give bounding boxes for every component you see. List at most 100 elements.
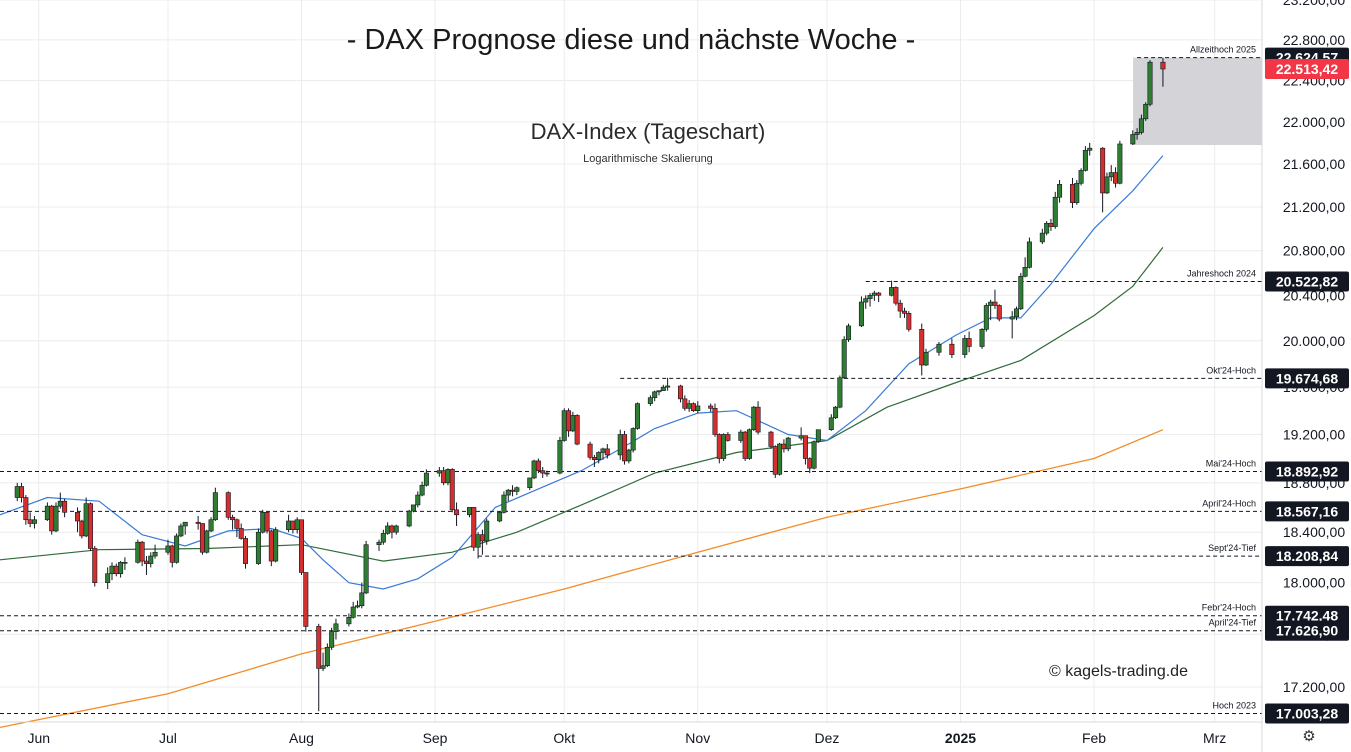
candle-body [510, 489, 516, 492]
y-tick-label: 20.800,00 [1283, 243, 1345, 259]
candle-body [652, 391, 658, 399]
candle-body [570, 415, 576, 432]
candles [14, 57, 1166, 712]
candle-body [87, 503, 93, 549]
candle-body [92, 548, 98, 583]
candle-body [566, 410, 572, 432]
candle-body [75, 512, 81, 522]
candle-body [690, 403, 696, 411]
level-name: April'24-Hoch [1202, 498, 1256, 508]
candle-body [811, 441, 817, 469]
candle-body [591, 457, 597, 461]
candle-body [484, 520, 490, 542]
x-tick-label: Okt [553, 730, 575, 746]
candle-body [303, 572, 309, 627]
x-tick-label: 2025 [945, 730, 976, 746]
y-tick-label: 22.800,00 [1283, 32, 1345, 48]
candle-body [992, 301, 998, 306]
candle-body [1074, 182, 1080, 203]
candle-body [531, 460, 537, 479]
candle-body [893, 287, 899, 304]
candle-body [1009, 316, 1015, 320]
candle-body [316, 626, 322, 669]
candle-body [983, 305, 989, 330]
y-tick-label: 18.000,00 [1283, 575, 1345, 591]
candle-body [466, 507, 472, 516]
candle-body [798, 435, 804, 439]
y-tick-label: 22.000,00 [1283, 114, 1345, 130]
candle-body [1082, 149, 1088, 171]
candle-body [936, 343, 942, 353]
candle-body [148, 555, 154, 564]
candle-body [721, 434, 727, 459]
candle-body [363, 544, 369, 594]
candle-body [475, 534, 481, 548]
candle-body [449, 469, 455, 511]
candle-body [665, 385, 671, 388]
candle-body [777, 443, 783, 475]
candle-body [204, 530, 210, 553]
chart-title: - DAX Prognose diese und nächste Woche - [346, 24, 916, 56]
candle-body [320, 665, 326, 669]
candle-body [62, 500, 68, 513]
candle-body [182, 521, 188, 527]
x-tick-label: Feb [1082, 730, 1106, 746]
candle-body [846, 325, 852, 340]
level-name: Okt'24-Hoch [1206, 365, 1256, 375]
candle-body [1160, 61, 1166, 70]
candle-body [14, 486, 20, 498]
level-tag-bg [1265, 620, 1349, 641]
candle-body [143, 560, 149, 564]
zone-rect [1133, 57, 1262, 146]
y-tick-label: 17.200,00 [1283, 679, 1345, 695]
candle-body [1113, 172, 1119, 184]
candle-body [264, 512, 270, 532]
candle-body [255, 531, 261, 564]
candle-body [996, 305, 1002, 320]
scale-note: Logarithmische Skalierung [583, 153, 713, 165]
candle-body [738, 431, 744, 441]
candle-body [1108, 172, 1114, 178]
chart-subtitle: DAX-Index (Tageschart) [530, 119, 766, 144]
candle-body [393, 525, 399, 533]
candle-body [1048, 222, 1054, 227]
candle-body [876, 292, 882, 296]
y-tick-label: 20.000,00 [1283, 333, 1345, 349]
candle-body [626, 449, 632, 462]
ma-long-line [0, 429, 1164, 729]
candle-body [1138, 118, 1144, 133]
candle-body [617, 434, 623, 456]
candle-body [118, 562, 124, 575]
candle-body [833, 406, 839, 419]
candle-body [419, 484, 425, 496]
ma-mid-line [0, 247, 1164, 562]
candle-body [755, 406, 761, 433]
candle-body [454, 509, 460, 516]
copyright-text: © kagels-trading.de [1049, 663, 1188, 680]
candle-body [1078, 170, 1084, 184]
candle-body [299, 519, 305, 573]
level-tag-bg [1265, 461, 1349, 482]
candle-body [1104, 176, 1110, 194]
candle-body [686, 403, 692, 409]
level-tag-bg [1265, 271, 1349, 292]
candle-body [174, 535, 180, 563]
current-price-bg [1265, 58, 1349, 79]
candle-body [772, 446, 778, 475]
candle-body [501, 494, 507, 513]
candle-body [389, 525, 395, 533]
gear-icon[interactable]: ⚙ [1302, 728, 1316, 745]
y-tick-label: 19.200,00 [1283, 426, 1345, 442]
x-tick-label: Jun [27, 730, 50, 746]
candle-body [988, 301, 994, 306]
candle-body [781, 443, 787, 450]
y-tick-label: 23.200,00 [1283, 0, 1345, 8]
candle-body [333, 623, 339, 632]
candle-body [514, 487, 520, 492]
candle-body [329, 631, 335, 648]
candle-body [966, 338, 972, 347]
level-name: Hoch 2023 [1212, 700, 1256, 710]
candle-body [497, 512, 503, 522]
